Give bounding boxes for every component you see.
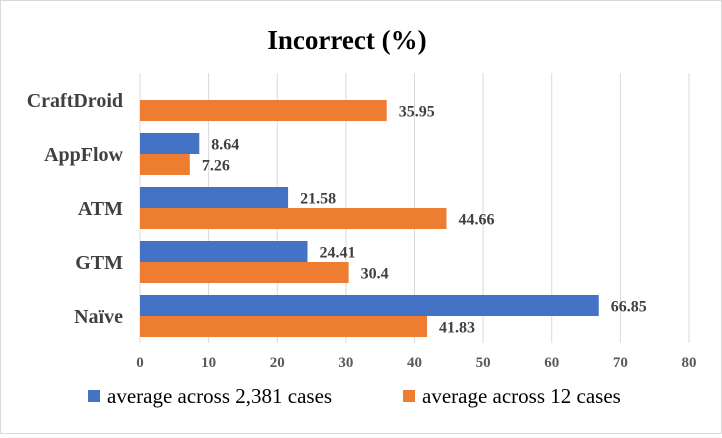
- bar-gtm-series-1: [140, 241, 308, 262]
- category-label-craftdroid: CraftDroid: [27, 90, 123, 112]
- bar-naive-series-1: [140, 295, 599, 316]
- data-labels: 35.95 8.64 7.26 21.58 44.66 24.41 30.4 66.85 41.…: [202, 104, 647, 337]
- x-tick-label-80: 80: [682, 355, 697, 371]
- legend-swatch-series-2: [403, 390, 415, 402]
- data-label-naive-series-1: 66.85: [611, 299, 647, 316]
- data-label-craftdroid-series-2: 35.95: [399, 104, 435, 121]
- x-tick-labels: 0 10 20 30 40 50 60 70 80: [136, 355, 696, 371]
- data-label-appflow-series-1: 8.64: [211, 137, 239, 154]
- category-label-appflow: AppFlow: [44, 144, 123, 166]
- x-tick-label-40: 40: [407, 355, 422, 371]
- legend-label-series-1: average across 2,381 cases: [107, 384, 332, 408]
- legend: average across 2,381 cases average across…: [88, 384, 621, 408]
- bar-craftdroid-series-2: [140, 100, 387, 121]
- category-label-naive: Naïve: [74, 306, 123, 328]
- x-tick-label-0: 0: [136, 355, 144, 371]
- chart-title: Incorrect (%): [267, 25, 426, 55]
- x-tick-label-60: 60: [544, 355, 559, 371]
- x-tick-label-70: 70: [613, 355, 628, 371]
- category-labels: CraftDroid AppFlow ATM GTM Naïve: [27, 90, 124, 328]
- x-tick-label-10: 10: [201, 355, 216, 371]
- data-label-naive-series-2: 41.83: [439, 320, 475, 337]
- data-label-gtm-series-1: 24.41: [320, 245, 356, 262]
- x-tick-label-20: 20: [270, 355, 285, 371]
- bar-appflow-series-1: [140, 133, 200, 154]
- category-label-atm: ATM: [78, 198, 123, 220]
- bar-naive-series-2: [140, 316, 428, 337]
- data-label-appflow-series-2: 7.26: [202, 158, 230, 175]
- data-label-gtm-series-2: 30.4: [361, 266, 389, 283]
- legend-label-series-2: average across 12 cases: [422, 384, 621, 408]
- data-label-atm-series-2: 44.66: [458, 212, 494, 229]
- category-label-gtm: GTM: [75, 252, 123, 274]
- bar-atm-series-1: [140, 187, 289, 208]
- x-tick-label-50: 50: [476, 355, 491, 371]
- x-tick-label-30: 30: [338, 355, 353, 371]
- legend-swatch-series-1: [88, 390, 100, 402]
- bar-atm-series-2: [140, 208, 447, 229]
- bar-gtm-series-2: [140, 262, 349, 283]
- bars: [140, 100, 599, 337]
- data-label-atm-series-1: 21.58: [300, 191, 336, 208]
- bar-appflow-series-2: [140, 154, 190, 175]
